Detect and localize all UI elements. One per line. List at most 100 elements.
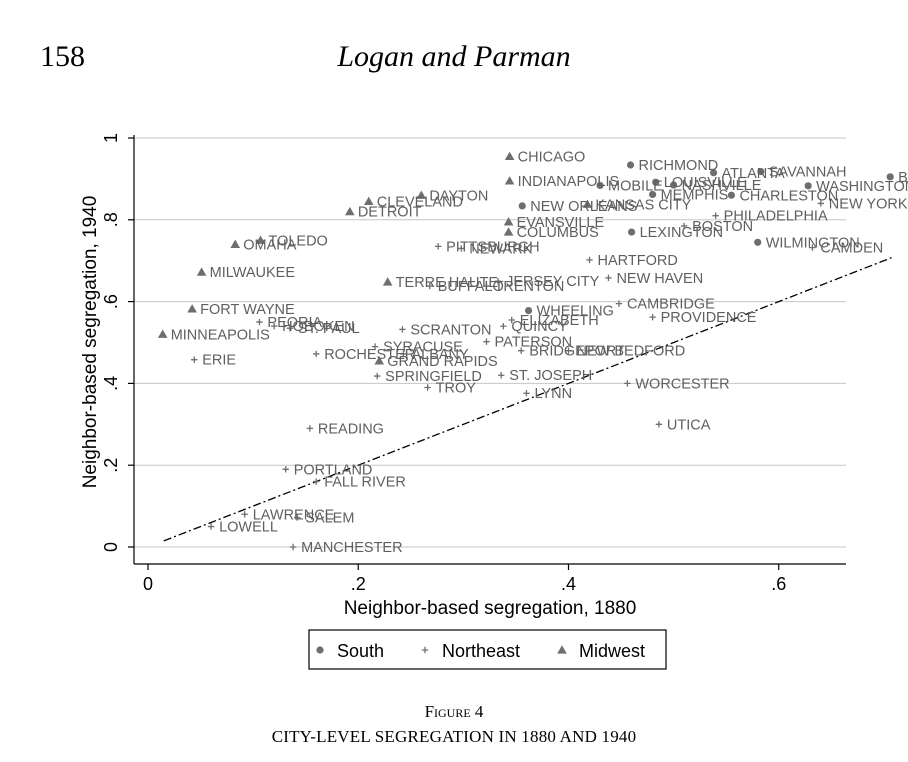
x-tick-label: .6 [771, 574, 786, 594]
legend-item-south: South [316, 641, 384, 661]
legend-label: Midwest [579, 641, 645, 661]
point-label: WILMINGTON [766, 235, 860, 251]
data-point-northeast [523, 390, 530, 397]
point-label: RICHMOND [639, 158, 719, 174]
point-label: BOSTON [692, 219, 753, 235]
point-label: JERSEY CITY [506, 274, 600, 290]
x-tick-label: .2 [351, 574, 366, 594]
data-points [157, 151, 894, 551]
point-label: READING [318, 421, 384, 437]
point-label: WHEELING [537, 304, 614, 320]
point-label: TROY [436, 380, 477, 396]
data-point-south [709, 169, 718, 177]
data-point-northeast [517, 347, 525, 354]
data-point-northeast [371, 343, 379, 350]
y-tick-label: 0 [101, 542, 121, 552]
data-point-midwest [503, 217, 514, 226]
point-label: LOUISVILLE [664, 175, 747, 191]
point-label: DAYTON [429, 188, 488, 204]
point-label: NEW ORLEANS [530, 199, 637, 215]
point-label: ELIZABETH [520, 313, 599, 329]
point-label: NEWARK [469, 241, 532, 257]
data-point-northeast [191, 356, 198, 363]
point-label: TRENTON [495, 279, 565, 295]
data-point-northeast [655, 421, 663, 428]
point-label: MEMPHIS [661, 187, 729, 203]
point-label: ST. JOSEPH [509, 368, 592, 384]
point-label: HARTFORD [598, 253, 678, 269]
point-label: COLUMBUS [517, 225, 599, 241]
point-label: SALEM [305, 511, 354, 527]
data-point-midwest [196, 267, 207, 276]
point-label: SAVANNAH [769, 165, 847, 181]
data-point-northeast [624, 380, 631, 387]
point-label: TOLEDO [268, 233, 327, 249]
data-point-northeast [241, 511, 248, 518]
point-label: MILWAUKEE [210, 265, 296, 281]
point-label: NEW HAVEN [616, 271, 703, 287]
point-label: CAMDEN [820, 241, 883, 257]
point-label: SPRINGFIELD [385, 369, 482, 385]
point-label: CHARLESTON [739, 188, 838, 204]
data-point-northeast [289, 543, 297, 551]
data-point-northeast [494, 277, 502, 285]
data-point-northeast [483, 338, 490, 345]
point-label: PEORIA [267, 315, 322, 331]
point-label: INDIANAPOLIS [518, 174, 620, 190]
data-point-northeast [434, 243, 442, 250]
point-label: CHICAGO [518, 149, 586, 165]
x-tick-label: 0 [143, 574, 153, 594]
data-point-northeast [680, 222, 688, 230]
data-point-northeast [565, 347, 572, 354]
point-label: BRIDGEPORT [529, 344, 625, 360]
data-point-midwest [345, 206, 355, 216]
data-point-northeast [809, 244, 816, 251]
gridlines [134, 137, 846, 548]
data-point-midwest [504, 151, 515, 161]
point-label: GRAND RAPIDS [387, 354, 497, 370]
y-tick-label: .8 [101, 212, 121, 227]
legend-label: Northeast [442, 641, 520, 661]
point-label: LAWRENCE [253, 507, 335, 523]
y-tick-label: .4 [101, 376, 121, 391]
axis-ticks: 0.2.4.6.810.2.4.6.8 [101, 133, 786, 594]
data-point-northeast [605, 274, 612, 282]
point-label: PATERSON [495, 335, 573, 351]
data-point-northeast [426, 282, 433, 290]
x-axis-label: Neighbor-based segregation, 1880 [344, 598, 637, 619]
point-label: SYRACUSE [383, 340, 463, 356]
point-label: SCRANTON [410, 322, 491, 338]
page-number: 158 [40, 40, 85, 73]
data-point-south [652, 178, 660, 186]
data-point-northeast [294, 514, 301, 521]
data-point-midwest [374, 356, 385, 365]
point-label: MOBILE [608, 178, 663, 194]
point-label: NASHVILLE [682, 178, 762, 194]
figure-label: Figure 4 [424, 702, 484, 721]
y-tick-label: .6 [101, 294, 121, 309]
point-label: BALTIMORE [898, 170, 908, 186]
data-point-midwest [416, 190, 427, 199]
data-point-northeast [256, 318, 263, 326]
data-point-south [670, 181, 678, 189]
data-point-south [596, 181, 604, 190]
legend-label: South [337, 641, 384, 661]
data-point-northeast [817, 200, 824, 207]
legend-item-midwest: Midwest [557, 641, 645, 661]
point-label: PORTLAND [294, 462, 373, 478]
data-point-northeast [270, 322, 278, 330]
point-label: ATLANTA [722, 166, 785, 182]
point-label: WORCESTER [635, 376, 729, 392]
data-point-south [754, 238, 762, 246]
data-point-midwest [382, 277, 393, 286]
point-label: KANSAS CITY [595, 197, 691, 213]
data-point-northeast [615, 300, 623, 307]
figure-caption: CITY-LEVEL SEGREGATION IN 1880 AND 1940 [271, 727, 637, 746]
point-label: HOBOKEN [282, 319, 355, 335]
data-point-northeast [424, 384, 431, 391]
point-label: CAMBRIDGE [627, 297, 715, 313]
point-label: CLEVELAND [377, 194, 463, 210]
legend-item-northeast: Northeast [421, 641, 520, 661]
point-label: LEXINGTON [640, 225, 724, 241]
legend-marker-midwest [557, 645, 567, 654]
